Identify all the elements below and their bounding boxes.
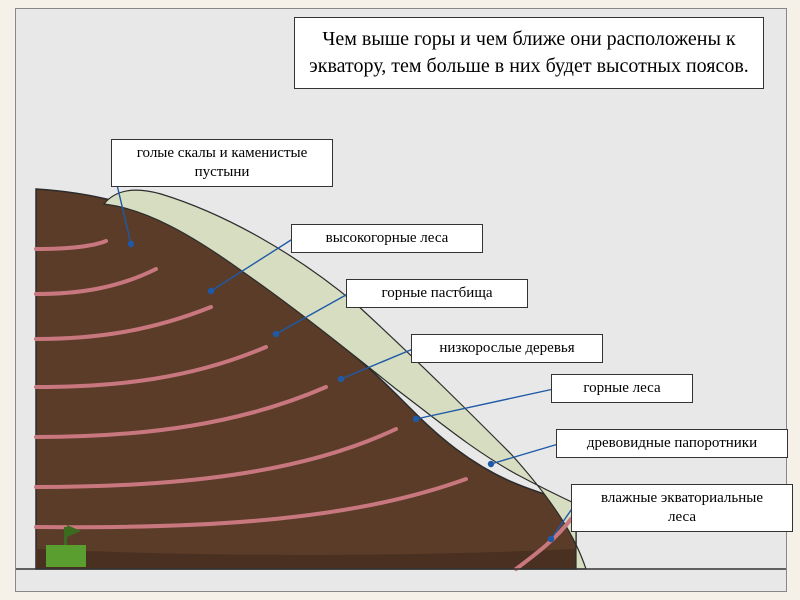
zone-label-text: горные леса bbox=[583, 380, 660, 396]
diagram-stage: Чем выше горы и чем ближе они расположен… bbox=[15, 8, 787, 592]
leader-dot bbox=[128, 241, 134, 247]
zone-label-equatorial: влажные экваториальные леса bbox=[571, 484, 793, 532]
zone-label-text: влажные экваториальные леса bbox=[601, 490, 763, 525]
leader-dot bbox=[208, 288, 214, 294]
zone-label-pastures: горные пастбища bbox=[346, 279, 528, 308]
zone-label-text: горные пастбища bbox=[381, 285, 492, 301]
leader-dot bbox=[488, 461, 494, 467]
zone-label-ferns: древовидные папоротники bbox=[556, 429, 788, 458]
leader-dot bbox=[413, 416, 419, 422]
zone-label-mt-forest: горные леса bbox=[551, 374, 693, 403]
title-text: Чем выше горы и чем ближе они расположен… bbox=[309, 28, 749, 77]
title-box: Чем выше горы и чем ближе они расположен… bbox=[294, 17, 764, 89]
leader-dot bbox=[548, 536, 554, 542]
zone-label-text: древовидные папоротники bbox=[587, 435, 757, 451]
zone-label-text: голые скалы и каменистые пустыни bbox=[137, 145, 308, 180]
flag-icon bbox=[46, 527, 86, 567]
leader-dot bbox=[338, 376, 344, 382]
zone-label-alpine-forest: высокогорные леса bbox=[291, 224, 483, 253]
leader-dot bbox=[273, 331, 279, 337]
zone-label-text: низкорослые деревья bbox=[439, 340, 574, 356]
zone-label-low-trees: низкорослые деревья bbox=[411, 334, 603, 363]
zone-label-text: высокогорные леса bbox=[326, 230, 449, 246]
zone-label-bare-rocks: голые скалы и каменистые пустыни bbox=[111, 139, 333, 187]
